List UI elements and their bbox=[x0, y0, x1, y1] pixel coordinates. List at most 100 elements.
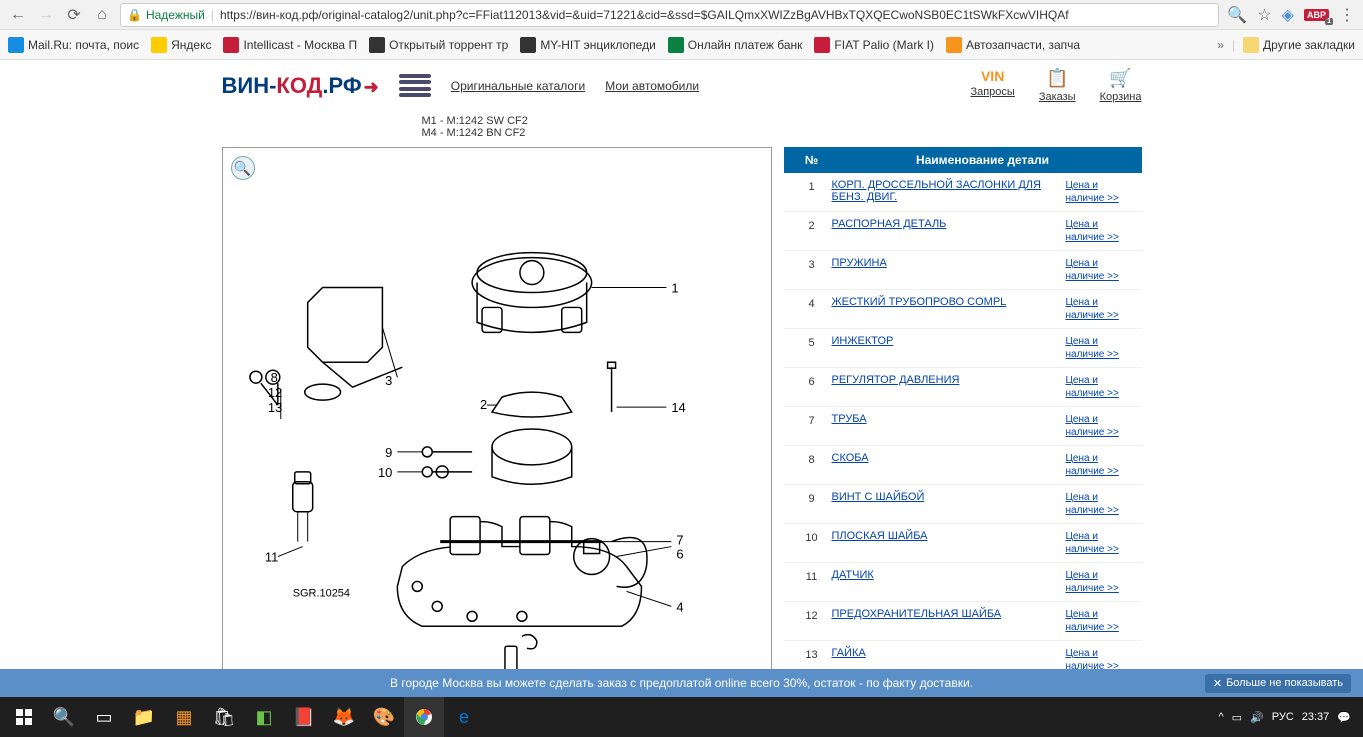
app-icon-2[interactable]: ◧ bbox=[244, 697, 284, 737]
parts-table: № Наименование детали 1КОРП. ДРОССЕЛЬНОЙ… bbox=[784, 147, 1142, 697]
orders[interactable]: 📋 Заказы bbox=[1039, 68, 1076, 103]
callout-3: 3 bbox=[385, 373, 392, 388]
app-icon-4[interactable]: 🦊 bbox=[324, 697, 364, 737]
lock-icon: 🔒 bbox=[127, 8, 142, 22]
start-button[interactable] bbox=[4, 697, 44, 737]
tray-notifications-icon[interactable]: 💬 bbox=[1337, 711, 1351, 724]
close-icon: ✕ bbox=[1213, 677, 1222, 690]
part-name-link[interactable]: ПРУЖИНА bbox=[832, 257, 1066, 269]
bookmark-item[interactable]: Intellicast - Москва П bbox=[223, 37, 357, 53]
star-icon[interactable]: ☆ bbox=[1257, 5, 1271, 25]
extension-icon[interactable]: ◈ bbox=[1282, 5, 1294, 25]
price-link[interactable]: Цена и наличие >> bbox=[1066, 257, 1134, 283]
part-name-link[interactable]: РАСПОРНАЯ ДЕТАЛЬ bbox=[832, 218, 1066, 230]
price-link[interactable]: Цена и наличие >> bbox=[1066, 530, 1134, 556]
vin-requests[interactable]: VIN Запросы bbox=[970, 68, 1014, 103]
tray-up-icon[interactable]: ^ bbox=[1218, 711, 1223, 723]
table-row: 1КОРП. ДРОССЕЛЬНОЙ ЗАСЛОНКИ ДЛЯ БЕНЗ. ДВ… bbox=[784, 173, 1142, 212]
vin-icon: VIN bbox=[981, 68, 1004, 84]
callout-2: 2 bbox=[480, 397, 487, 412]
address-bar[interactable]: 🔒 Надежный | https://вин-код.рф/original… bbox=[120, 3, 1219, 27]
bookmark-item[interactable]: MY-HIT энциклопеди bbox=[520, 37, 655, 53]
price-link[interactable]: Цена и наличие >> bbox=[1066, 179, 1134, 205]
logo-arrow-icon: ➜ bbox=[364, 77, 379, 97]
other-bookmarks[interactable]: Другие закладки bbox=[1243, 37, 1355, 53]
tray-network-icon[interactable]: ▭ bbox=[1232, 711, 1242, 724]
table-row: 4ЖЕСТКИЙ ТРУБОПРОВО COMPLЦена и наличие … bbox=[784, 290, 1142, 329]
site-logo[interactable]: ВИН-КОД.РФ➜ bbox=[222, 73, 379, 99]
bookmarks-overflow[interactable]: » bbox=[1217, 38, 1224, 52]
part-name-link[interactable]: ГАЙКА bbox=[832, 647, 1066, 659]
zoom-icon[interactable]: 🔍 bbox=[231, 156, 255, 180]
bookmark-label: Intellicast - Москва П bbox=[243, 38, 357, 52]
price-link[interactable]: Цена и наличие >> bbox=[1066, 218, 1134, 244]
price-link[interactable]: Цена и наличие >> bbox=[1066, 413, 1134, 439]
callout-6: 6 bbox=[676, 547, 683, 562]
tray-time[interactable]: 23:37 bbox=[1302, 711, 1330, 723]
diagram-svg: 1 2 14 12 13 8 9 10 11 4 7 6 5 3 bbox=[223, 148, 771, 697]
file-explorer-icon[interactable]: 📁 bbox=[124, 697, 164, 737]
table-row: 3ПРУЖИНАЦена и наличие >> bbox=[784, 251, 1142, 290]
chrome-icon[interactable] bbox=[404, 697, 444, 737]
tray-volume-icon[interactable]: 🔊 bbox=[1250, 711, 1264, 724]
part-name-link[interactable]: СКОБА bbox=[832, 452, 1066, 464]
edge-icon[interactable]: e bbox=[444, 697, 484, 737]
bookmark-item[interactable]: Онлайн платеж банк bbox=[668, 37, 803, 53]
forward-button[interactable]: → bbox=[36, 5, 56, 25]
bookmark-item[interactable]: Открытый торрент тр bbox=[369, 37, 508, 53]
price-link[interactable]: Цена и наличие >> bbox=[1066, 374, 1134, 400]
price-link[interactable]: Цена и наличие >> bbox=[1066, 569, 1134, 595]
menu-icon[interactable]: ⋮ bbox=[1339, 5, 1355, 25]
part-name-link[interactable]: КОРП. ДРОССЕЛЬНОЙ ЗАСЛОНКИ ДЛЯ БЕНЗ. ДВИ… bbox=[832, 179, 1066, 203]
reload-button[interactable]: ⟳ bbox=[64, 5, 84, 25]
banner-close-button[interactable]: ✕ Больше не показывать bbox=[1205, 674, 1351, 693]
requests-label: Запросы bbox=[970, 86, 1014, 98]
home-button[interactable]: ⌂ bbox=[92, 5, 112, 25]
search-taskbar-icon[interactable]: 🔍 bbox=[44, 697, 84, 737]
callout-1: 1 bbox=[671, 280, 678, 295]
cart[interactable]: 🛒 Корзина bbox=[1100, 68, 1142, 103]
app-icon-1[interactable]: ▦ bbox=[164, 697, 204, 737]
part-name-link[interactable]: ИНЖЕКТОР bbox=[832, 335, 1066, 347]
nav-mycars[interactable]: Мои автомобили bbox=[605, 79, 699, 93]
search-icon[interactable]: 🔍 bbox=[1227, 5, 1247, 25]
sgr-label: SGR.10254 bbox=[292, 587, 349, 599]
bookmark-item[interactable]: Автозапчасти, запча bbox=[946, 37, 1080, 53]
table-row: 9ВИНТ С ШАЙБОЙЦена и наличие >> bbox=[784, 485, 1142, 524]
header-name: Наименование детали bbox=[832, 153, 1134, 167]
app-icon-3[interactable]: 📕 bbox=[284, 697, 324, 737]
back-button[interactable]: ← bbox=[8, 5, 28, 25]
part-name-link[interactable]: РЕГУЛЯТОР ДАВЛЕНИЯ bbox=[832, 374, 1066, 386]
hamburger-menu-icon[interactable] bbox=[399, 74, 431, 98]
logo-vin: ВИН- bbox=[222, 73, 277, 98]
part-name-link[interactable]: ПЛОСКАЯ ШАЙБА bbox=[832, 530, 1066, 542]
row-num: 11 bbox=[792, 569, 832, 583]
price-link[interactable]: Цена и наличие >> bbox=[1066, 452, 1134, 478]
callout-12: 12 bbox=[267, 385, 281, 400]
subtitle-line2: M4 - M:1242 BN CF2 bbox=[422, 127, 1142, 139]
part-name-link[interactable]: ВИНТ С ШАЙБОЙ bbox=[832, 491, 1066, 503]
part-name-link[interactable]: ДАТЧИК bbox=[832, 569, 1066, 581]
cart-icon: 🛒 bbox=[1109, 68, 1131, 89]
bookmark-item[interactable]: Яндекс bbox=[151, 37, 211, 53]
callout-8: 8 bbox=[270, 370, 277, 385]
callout-9: 9 bbox=[385, 445, 392, 460]
app-icon-5[interactable]: 🎨 bbox=[364, 697, 404, 737]
price-link[interactable]: Цена и наличие >> bbox=[1066, 335, 1134, 361]
part-name-link[interactable]: ПРЕДОХРАНИТЕЛЬНАЯ ШАЙБА bbox=[832, 608, 1066, 620]
abp-icon[interactable]: ABP1 bbox=[1304, 9, 1329, 21]
parts-diagram[interactable]: 🔍 bbox=[222, 147, 772, 697]
part-name-link[interactable]: ЖЕСТКИЙ ТРУБОПРОВО COMPL bbox=[832, 296, 1066, 308]
part-name-link[interactable]: ТРУБА bbox=[832, 413, 1066, 425]
price-link[interactable]: Цена и наличие >> bbox=[1066, 608, 1134, 634]
tray-lang[interactable]: РУС bbox=[1272, 711, 1294, 723]
promo-banner: В городе Москва вы можете сделать заказ … bbox=[0, 669, 1363, 697]
nav-catalogs[interactable]: Оригинальные каталоги bbox=[451, 79, 585, 93]
bookmark-item[interactable]: FIAT Palio (Mark I) bbox=[814, 37, 934, 53]
store-icon[interactable]: 🛍 bbox=[204, 697, 244, 737]
other-bookmarks-label: Другие закладки bbox=[1263, 38, 1355, 52]
task-view-icon[interactable]: ▭ bbox=[84, 697, 124, 737]
bookmark-item[interactable]: Mail.Ru: почта, поис bbox=[8, 37, 139, 53]
price-link[interactable]: Цена и наличие >> bbox=[1066, 296, 1134, 322]
price-link[interactable]: Цена и наличие >> bbox=[1066, 491, 1134, 517]
